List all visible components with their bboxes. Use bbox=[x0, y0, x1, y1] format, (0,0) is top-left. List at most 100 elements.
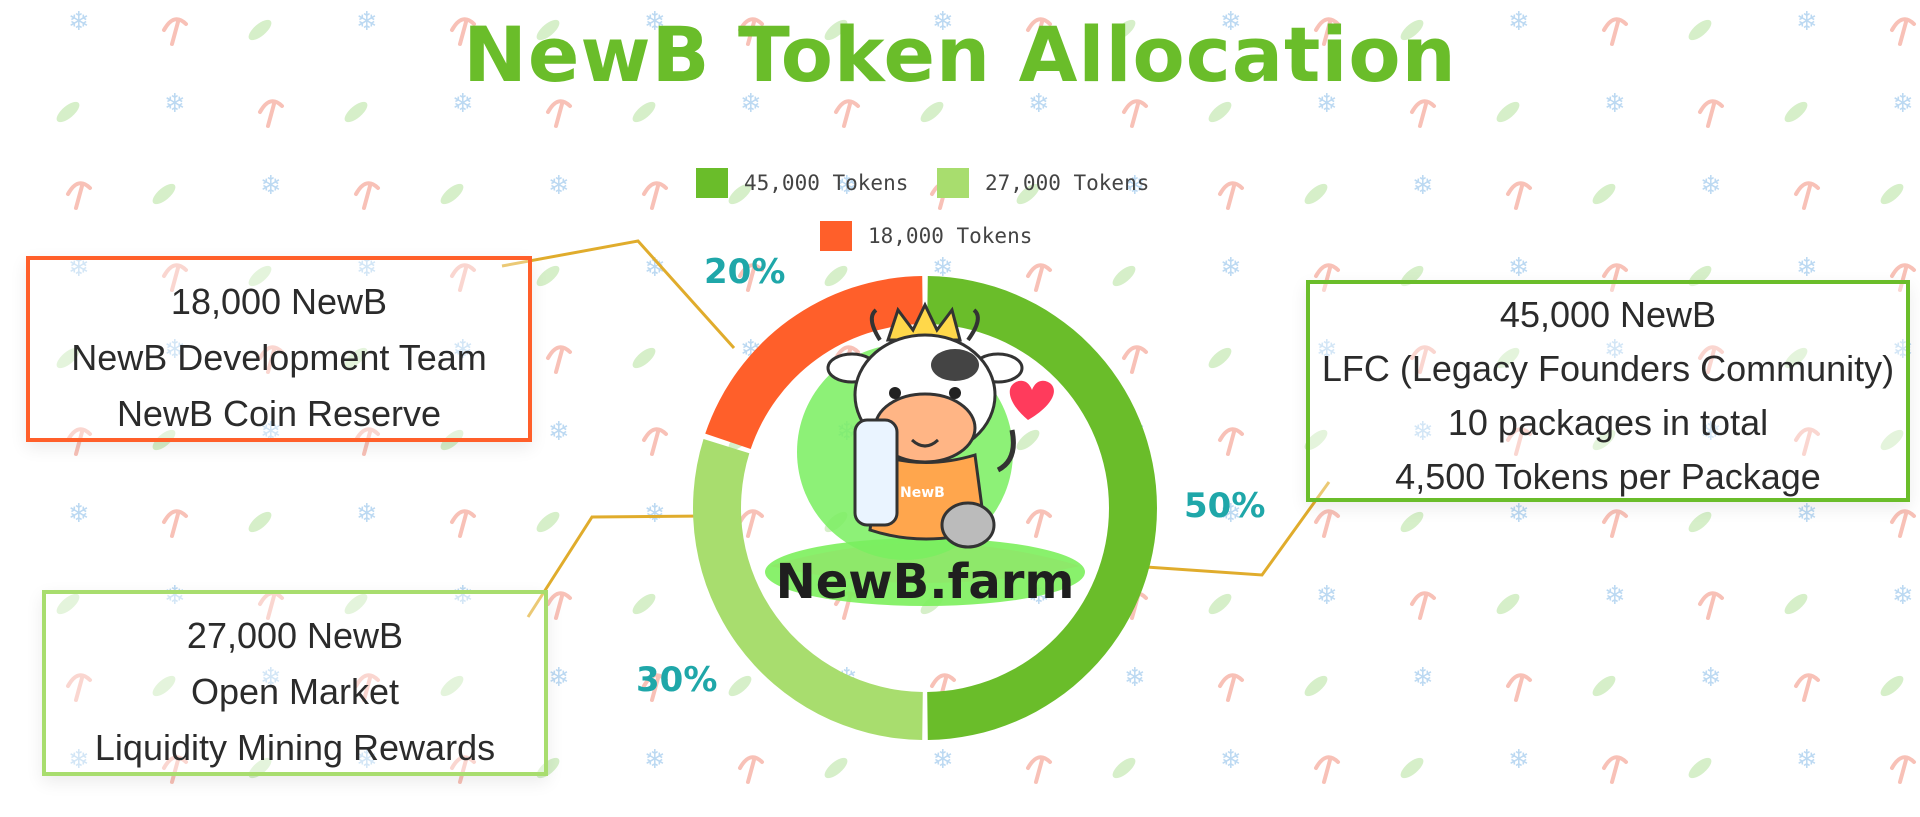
callout-lfc-amount: 45,000 NewB bbox=[1499, 294, 1717, 335]
snowflake-icon: ❄ bbox=[644, 253, 666, 283]
candy-cane-icon bbox=[1602, 755, 1628, 784]
candy-cane-icon bbox=[1314, 17, 1340, 46]
holly-leaf-icon bbox=[1400, 511, 1424, 533]
candy-cane-icon bbox=[450, 263, 476, 292]
snowflake-icon: ❄ bbox=[1412, 171, 1434, 201]
snowflake-icon: ❄ bbox=[68, 499, 90, 529]
cow-spot bbox=[931, 349, 979, 381]
holly-leaf-icon bbox=[536, 265, 560, 287]
candy-cane-icon bbox=[1218, 427, 1244, 456]
snowflake-icon: ❄ bbox=[1508, 745, 1530, 775]
candy-cane-icon bbox=[738, 17, 764, 46]
candy-cane-icon bbox=[450, 17, 476, 46]
snowflake-icon: ❄ bbox=[1796, 7, 1818, 37]
logo-grass bbox=[770, 543, 1080, 583]
candy-cane-icon bbox=[1122, 345, 1148, 374]
candy-cane-icon bbox=[450, 509, 476, 538]
cow-tail bbox=[996, 429, 1016, 473]
holly-leaf-icon bbox=[536, 511, 560, 533]
holly-leaf-icon bbox=[632, 101, 656, 123]
holly-leaf-icon bbox=[344, 101, 368, 123]
snowflake-icon: ❄ bbox=[1892, 89, 1914, 119]
crown-icon bbox=[885, 301, 962, 342]
candy-cane-icon bbox=[1890, 17, 1916, 46]
snowflake-icon: ❄ bbox=[164, 89, 186, 119]
candy-cane-icon bbox=[162, 755, 188, 784]
candy-cane-icon bbox=[162, 263, 188, 292]
callout-market-name: Open Market bbox=[190, 671, 400, 712]
candy-cane-icon bbox=[1602, 263, 1628, 292]
candy-cane-icon bbox=[1602, 509, 1628, 538]
snowflake-icon: ❄ bbox=[1700, 417, 1722, 447]
snowflake-icon: ❄ bbox=[1796, 499, 1818, 529]
candy-cane-icon bbox=[162, 17, 188, 46]
snowflake-icon: ❄ bbox=[68, 7, 90, 37]
holly-leaf-icon bbox=[1688, 511, 1712, 533]
holly-leaf-icon bbox=[632, 347, 656, 369]
holly-leaf-icon bbox=[1304, 675, 1328, 697]
holly-leaf-icon bbox=[1880, 429, 1904, 451]
snowflake-icon: ❄ bbox=[68, 253, 90, 283]
cow-horn-left bbox=[869, 308, 882, 342]
callout-lfc-packages: 10 packages in total bbox=[1447, 402, 1769, 443]
snowflake-icon: ❄ bbox=[1316, 581, 1338, 611]
holly-leaf-icon bbox=[56, 101, 80, 123]
holly-leaf-icon bbox=[440, 183, 464, 205]
snowflake-icon: ❄ bbox=[452, 89, 474, 119]
snowflake-icon: ❄ bbox=[356, 253, 378, 283]
snowflake-icon: ❄ bbox=[68, 745, 90, 775]
holly-leaf-icon bbox=[728, 183, 752, 205]
holly-leaf-icon bbox=[1784, 347, 1808, 369]
candy-cane-icon bbox=[834, 99, 860, 128]
snowflake-icon: ❄ bbox=[260, 663, 282, 693]
cow-leg bbox=[940, 501, 996, 549]
page-title: NewB Token Allocation bbox=[463, 10, 1457, 99]
snowflake-icon: ❄ bbox=[1124, 171, 1146, 201]
candy-cane-icon bbox=[354, 673, 380, 702]
heart-icon bbox=[1009, 380, 1054, 420]
legend-item-18000: 18,000 Tokens bbox=[820, 221, 1032, 251]
legend-swatch-orange bbox=[820, 221, 852, 251]
snowflake-icon: ❄ bbox=[740, 89, 762, 119]
legend-item-45000: 45,000 Tokens bbox=[696, 168, 908, 198]
snowflake-icon: ❄ bbox=[1700, 171, 1722, 201]
snowflake-icon: ❄ bbox=[1796, 253, 1818, 283]
snowflake-icon: ❄ bbox=[452, 335, 474, 365]
candy-cane-icon bbox=[1314, 755, 1340, 784]
holly-leaf-icon bbox=[1112, 265, 1136, 287]
holly-leaf-icon bbox=[1592, 675, 1616, 697]
holly-leaf-icon bbox=[1496, 593, 1520, 615]
candy-cane-icon bbox=[1218, 181, 1244, 210]
candy-cane-icon bbox=[1506, 673, 1532, 702]
holly-leaf-icon bbox=[824, 19, 848, 41]
holly-leaf-icon bbox=[248, 511, 272, 533]
snowflake-icon: ❄ bbox=[260, 171, 282, 201]
snowflake-icon: ❄ bbox=[1796, 745, 1818, 775]
candy-cane-icon bbox=[1218, 673, 1244, 702]
snowflake-icon: ❄ bbox=[1316, 89, 1338, 119]
holly-leaf-icon bbox=[1112, 19, 1136, 41]
holly-leaf-icon bbox=[1016, 183, 1040, 205]
donut-slices bbox=[692, 276, 1157, 740]
snowflake-icon: ❄ bbox=[356, 7, 378, 37]
holly-leaf-icon bbox=[1592, 183, 1616, 205]
candy-cane-icon bbox=[738, 263, 764, 292]
holly-leaf-icon bbox=[1400, 757, 1424, 779]
holly-leaf-icon bbox=[1496, 101, 1520, 123]
holly-leaf-icon bbox=[1784, 101, 1808, 123]
holly-leaf-icon bbox=[1208, 347, 1232, 369]
callout-team: 18,000 NewB NewB Development Team NewB C… bbox=[26, 256, 532, 442]
candy-cane-icon bbox=[546, 345, 572, 374]
snowflake-icon: ❄ bbox=[164, 581, 186, 611]
candy-cane-icon bbox=[1890, 263, 1916, 292]
legend-label: 27,000 Tokens bbox=[985, 171, 1150, 195]
candy-cane-icon bbox=[546, 591, 572, 620]
candy-cane-icon bbox=[1698, 99, 1724, 128]
candy-cane-icon bbox=[642, 181, 668, 210]
snowflake-icon: ❄ bbox=[644, 7, 666, 37]
holly-leaf-icon bbox=[1208, 101, 1232, 123]
cow-horn-right bbox=[966, 308, 980, 342]
candy-cane-icon bbox=[642, 673, 668, 702]
